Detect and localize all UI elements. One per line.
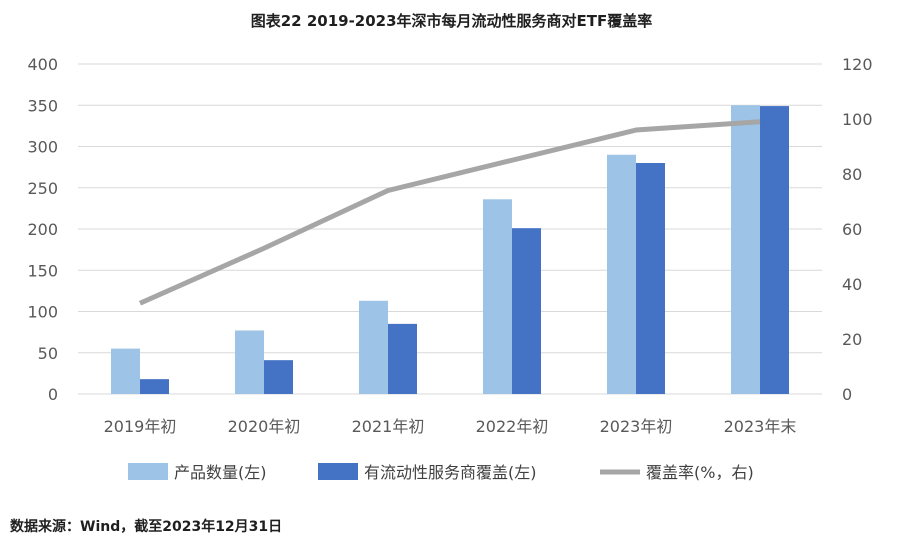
coverage-rate-line — [138, 119, 761, 306]
y-right-tick-label: 0 — [842, 385, 852, 404]
bar-covered-count — [512, 228, 541, 394]
y-left-tick-label: 400 — [27, 55, 58, 74]
legend-label: 覆盖率(%，右) — [646, 463, 754, 482]
y-right-tick-label: 60 — [842, 220, 862, 239]
bar-covered-count — [264, 360, 293, 394]
y-left-tick-label: 100 — [27, 303, 58, 322]
bar-covered-count — [388, 323, 417, 394]
bar-covered-count — [760, 106, 789, 394]
x-tick-label: 2023年末 — [724, 417, 797, 436]
y-left-tick-label: 300 — [27, 138, 58, 157]
legend-swatch — [128, 463, 168, 480]
y-right-tick-label: 40 — [842, 275, 862, 294]
legend-label: 产品数量(左) — [174, 463, 267, 482]
x-tick-label: 2020年初 — [228, 417, 301, 436]
y-right-tick-label: 80 — [842, 165, 862, 184]
x-tick-label: 2022年初 — [476, 417, 549, 436]
y-right-tick-label: 120 — [842, 55, 873, 74]
chart-title: 图表22 2019-2023年深市每月流动性服务商对ETF覆盖率 — [250, 12, 653, 30]
y-left-tick-label: 200 — [27, 220, 58, 239]
bar-product-count — [731, 105, 760, 394]
bar-product-count — [359, 300, 388, 394]
source-note: 数据来源：Wind，截至2023年12月31日 — [10, 519, 283, 535]
bar-product-count — [483, 199, 512, 394]
bar-product-count — [235, 330, 264, 394]
y-left-tick-label: 150 — [27, 261, 58, 280]
legend-swatch — [318, 463, 358, 480]
bar-product-count — [111, 348, 140, 394]
y-right-tick-label: 100 — [842, 110, 873, 129]
x-tick-label: 2023年初 — [600, 417, 673, 436]
x-tick-label: 2019年初 — [104, 417, 177, 436]
y-left-tick-label: 250 — [27, 179, 58, 198]
y-right-tick-label: 20 — [842, 330, 862, 349]
x-tick-label: 2021年初 — [352, 417, 425, 436]
bar-product-count — [607, 154, 636, 394]
bar-covered-count — [140, 379, 169, 394]
y-left-tick-label: 350 — [27, 96, 58, 115]
bar-covered-count — [636, 163, 665, 394]
y-left-tick-label: 50 — [38, 344, 58, 363]
legend-label: 有流动性服务商覆盖(左) — [364, 463, 537, 482]
y-left-tick-label: 0 — [48, 385, 58, 404]
